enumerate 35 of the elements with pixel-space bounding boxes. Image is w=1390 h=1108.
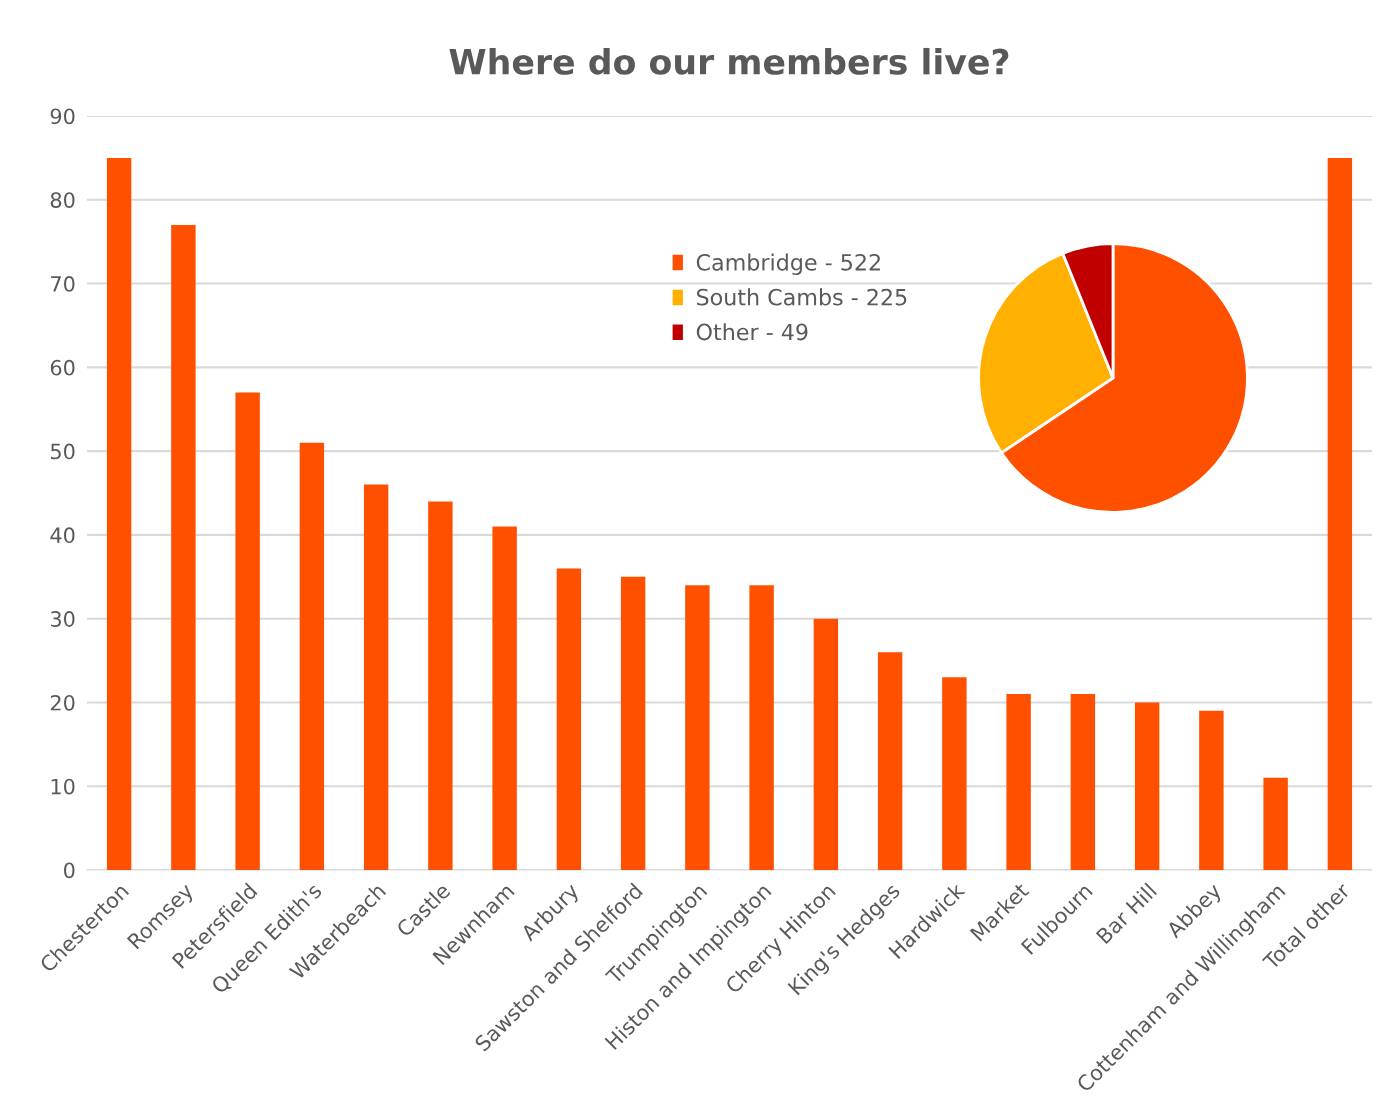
bar <box>235 392 260 870</box>
y-tick-label: 70 <box>51 276 75 292</box>
bar <box>1006 694 1031 870</box>
bar <box>1134 702 1160 870</box>
legend-label: South Cambs - 225 <box>697 288 907 306</box>
x-tick-label: Bar Hill <box>1095 882 1158 945</box>
y-tick-label: 20 <box>50 694 75 711</box>
y-tick-label: 0 <box>64 862 75 879</box>
bar <box>1070 694 1096 870</box>
bar <box>492 526 517 870</box>
bar <box>363 484 389 870</box>
legend-label: Cambridge - 522 <box>696 253 880 276</box>
bar <box>620 576 646 870</box>
bar <box>1327 157 1353 870</box>
legend-label: Other - 49 <box>696 323 808 341</box>
bar <box>106 157 132 870</box>
bar <box>749 585 774 870</box>
bar <box>1199 710 1224 870</box>
bar <box>685 585 710 870</box>
y-tick-label: 30 <box>50 611 75 627</box>
bar <box>299 442 325 870</box>
bar <box>1263 777 1288 870</box>
bar <box>813 618 839 870</box>
y-tick-label: 50 <box>50 443 75 460</box>
bar <box>877 652 903 870</box>
bar <box>556 568 582 870</box>
bar <box>428 501 453 870</box>
y-tick-label: 40 <box>50 527 75 544</box>
bar <box>942 677 967 870</box>
y-tick-label: 80 <box>50 192 75 208</box>
chart-title: Where do our members live? <box>449 47 1009 75</box>
bar <box>171 224 196 870</box>
y-tick-label: 90 <box>50 108 75 125</box>
y-tick-label: 10 <box>51 778 75 795</box>
y-tick-label: 60 <box>50 359 75 376</box>
